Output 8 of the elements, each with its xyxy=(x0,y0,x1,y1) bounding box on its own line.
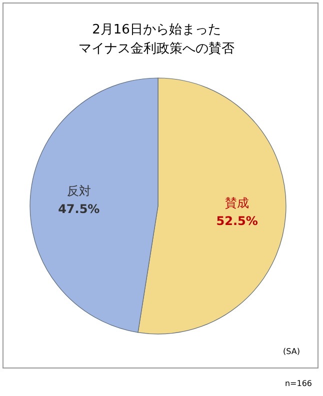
data-label: 52.5% xyxy=(216,214,258,228)
slice-label: 賛成 xyxy=(225,196,250,210)
data-label: 47.5% xyxy=(58,202,100,216)
text: (SA) xyxy=(283,347,300,356)
text: n=166 xyxy=(284,379,312,388)
chart-subtitle: マイナス金利政策への賛否 xyxy=(78,42,234,56)
slice-label: 反対 xyxy=(66,184,91,198)
chart-title: 2月16日から始まった xyxy=(92,22,221,38)
